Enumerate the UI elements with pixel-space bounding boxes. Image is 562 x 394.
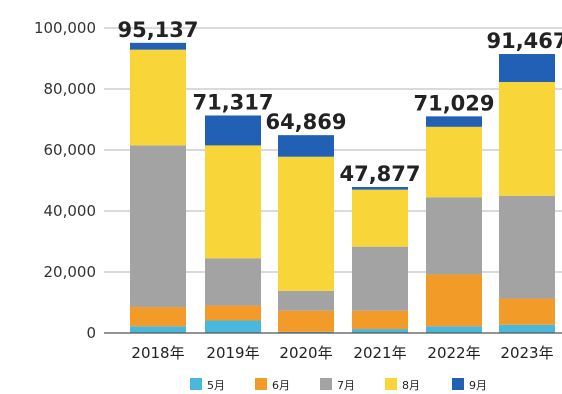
- bar-total-label: 71,317: [192, 90, 273, 114]
- bar-total-label: 71,029: [413, 91, 494, 115]
- bar-segment: [352, 189, 408, 247]
- bar-segment: [205, 320, 261, 333]
- y-tick-label: 40,000: [44, 202, 97, 220]
- y-tick-label: 100,000: [34, 19, 96, 37]
- y-tick-label: 80,000: [44, 80, 97, 98]
- bar-segment: [205, 305, 261, 321]
- bar-segment: [278, 156, 334, 291]
- bar-total-label: 47,877: [339, 162, 420, 186]
- legend-label: 7月: [337, 379, 355, 392]
- bar-segment: [499, 298, 555, 325]
- bar-segment: [352, 329, 408, 333]
- bar-segment: [278, 310, 334, 332]
- bar-segment: [499, 81, 555, 196]
- bar-segment: [130, 307, 186, 327]
- bar-segment: [426, 116, 482, 127]
- y-tick-label: 20,000: [44, 263, 97, 281]
- bar-segment: [499, 54, 555, 82]
- x-tick-label: 2023年: [500, 344, 553, 362]
- bar-segment: [499, 324, 555, 333]
- legend-swatch: [452, 378, 464, 390]
- bar-segment: [205, 115, 261, 146]
- y-tick-label: 60,000: [44, 141, 97, 159]
- bar-segment: [426, 126, 482, 198]
- legend-swatch: [320, 378, 332, 390]
- bar-segment: [278, 135, 334, 157]
- bar-segment: [426, 274, 482, 327]
- legend-label: 6月: [272, 379, 290, 392]
- legend-swatch: [385, 378, 397, 390]
- bar-total-label: 95,137: [117, 18, 198, 42]
- x-tick-label: 2019年: [206, 344, 259, 362]
- labels-layer: 0 20,000 40,000 60,000 80,000 100,000 95,137 20…: [34, 18, 562, 362]
- x-tick-label: 2020年: [279, 344, 332, 362]
- x-tick-label: 2018年: [131, 344, 184, 362]
- bar-segment: [130, 326, 186, 333]
- bar-segment: [205, 145, 261, 259]
- bar-segment: [352, 310, 408, 330]
- bar-segment: [130, 49, 186, 146]
- bar-segment: [205, 258, 261, 306]
- legend-swatch: [190, 378, 202, 390]
- bar-segment: [352, 186, 408, 190]
- bar-total-label: 91,467: [486, 29, 562, 53]
- x-tick-label: 2022年: [427, 344, 480, 362]
- bar-segment: [130, 145, 186, 308]
- x-tick-label: 2021年: [353, 344, 406, 362]
- bar-segment: [499, 195, 555, 299]
- bar-segment: [278, 290, 334, 311]
- legend-label: 9月: [469, 379, 487, 392]
- bar-total-label: 64,869: [265, 110, 346, 134]
- bar-segment: [426, 326, 482, 333]
- bar-segment: [278, 331, 334, 333]
- legend-label: 5月: [207, 379, 225, 392]
- bar-segment: [426, 197, 482, 275]
- legend: 5月 6月 7月 8月 9月: [190, 378, 487, 392]
- bar-segment: [130, 42, 186, 50]
- legend-swatch: [255, 378, 267, 390]
- bars-layer: [130, 42, 555, 333]
- legend-label: 8月: [402, 379, 420, 392]
- bar-segment: [352, 246, 408, 311]
- y-tick-label: 0: [86, 324, 96, 342]
